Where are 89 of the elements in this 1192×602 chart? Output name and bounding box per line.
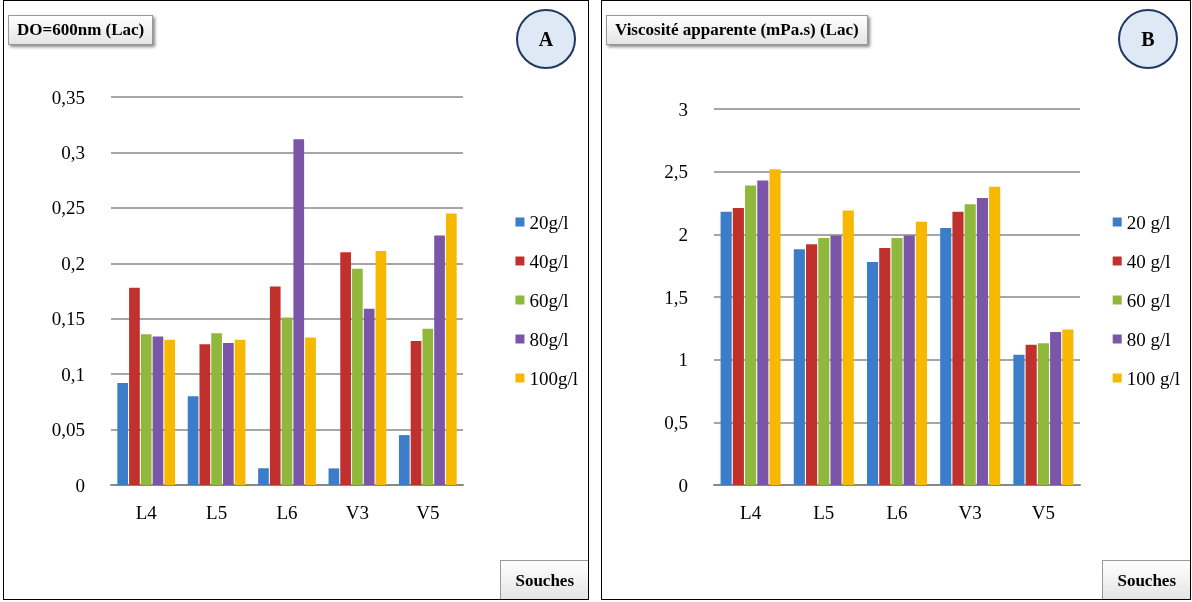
bar (140, 334, 152, 485)
y-tick-label: 0 (678, 474, 688, 496)
bar (1037, 343, 1049, 485)
y-tick-label: 2,5 (664, 161, 688, 183)
bar (757, 180, 769, 485)
y-tick-label: 0,15 (51, 308, 85, 330)
chart-title: Viscosité apparente (mPa.s) (Lac) (606, 15, 868, 45)
x-tick-label: L6 (886, 502, 908, 523)
bar (806, 244, 818, 485)
bar (732, 208, 744, 485)
bar (940, 228, 952, 485)
bar (866, 261, 879, 485)
bar (164, 339, 176, 485)
y-tick-label: 1 (678, 349, 688, 371)
bar (375, 251, 387, 485)
bar (769, 169, 781, 485)
bar (842, 210, 854, 485)
bar (234, 339, 246, 485)
y-tick-label: 0,1 (61, 363, 85, 385)
bar (352, 268, 363, 485)
bar (720, 211, 732, 485)
chart-title: DO=600nm (Lac) (8, 15, 154, 45)
bar (152, 336, 164, 485)
legend-label: 60g/l (529, 289, 569, 311)
x-tick-label: V5 (1031, 502, 1056, 523)
bar (398, 435, 410, 485)
bar (199, 344, 211, 485)
circle-badge: B (1118, 9, 1178, 69)
legend-label: 40 g/l (1126, 250, 1171, 272)
bar (915, 221, 928, 485)
bar (1025, 344, 1037, 485)
bar (1050, 332, 1062, 485)
y-tick-label: 0,05 (51, 419, 85, 441)
bar (187, 396, 199, 485)
y-tick-label: 0,35 (51, 86, 85, 108)
y-tick-label: 1,5 (664, 286, 688, 308)
legend-label: 20g/l (529, 211, 569, 233)
bar (964, 204, 976, 485)
x-tick-label: L5 (206, 502, 228, 523)
bar (117, 383, 129, 485)
legend-label: 80 g/l (1126, 328, 1171, 350)
x-tick-label: L4 (740, 502, 762, 523)
x-tick-label: V5 (416, 502, 440, 523)
bar (952, 211, 964, 485)
y-tick-label: 3 (678, 98, 688, 120)
bar (293, 139, 305, 485)
bar (793, 249, 805, 485)
x-tick-label: L4 (135, 502, 158, 523)
y-tick-label: 0,5 (664, 411, 688, 433)
y-tick-label: 2 (678, 223, 688, 245)
circle-badge: A (516, 9, 576, 69)
bar (445, 213, 457, 485)
bar (422, 328, 434, 485)
bar (223, 343, 234, 485)
legend-label: 100g/l (529, 367, 578, 389)
x-tick-label: L6 (276, 502, 298, 523)
x-tick-label: L5 (813, 502, 835, 523)
y-tick-label: 0,3 (61, 141, 85, 163)
bar (328, 468, 340, 485)
bar (989, 186, 1001, 485)
bar (903, 235, 915, 485)
bar (891, 238, 903, 485)
bar (305, 337, 316, 485)
bar (745, 185, 757, 485)
y-tick-label: 0,25 (51, 197, 85, 219)
bar (129, 287, 140, 485)
bar (879, 248, 891, 485)
legend-label: 60 g/l (1126, 289, 1171, 311)
bar (269, 286, 281, 485)
legend-label: 80g/l (529, 328, 569, 350)
bar (211, 333, 222, 485)
bar (1062, 329, 1074, 485)
bar (340, 252, 351, 485)
x-tick-label: V3 (345, 502, 370, 523)
bar (363, 308, 375, 485)
legend-label: 40g/l (529, 250, 569, 272)
bar (1013, 354, 1025, 485)
bar (818, 238, 830, 485)
bar (410, 340, 422, 485)
bar (434, 235, 445, 485)
bar (976, 197, 988, 485)
y-tick-label: 0,2 (61, 252, 85, 274)
bar (258, 468, 269, 485)
legend-label: 20 g/l (1126, 211, 1171, 233)
y-tick-label: 0 (75, 474, 85, 496)
bar (281, 317, 293, 485)
legend-label: 100 g/l (1126, 367, 1180, 389)
bar (830, 235, 842, 485)
x-tick-label: V3 (958, 502, 982, 523)
